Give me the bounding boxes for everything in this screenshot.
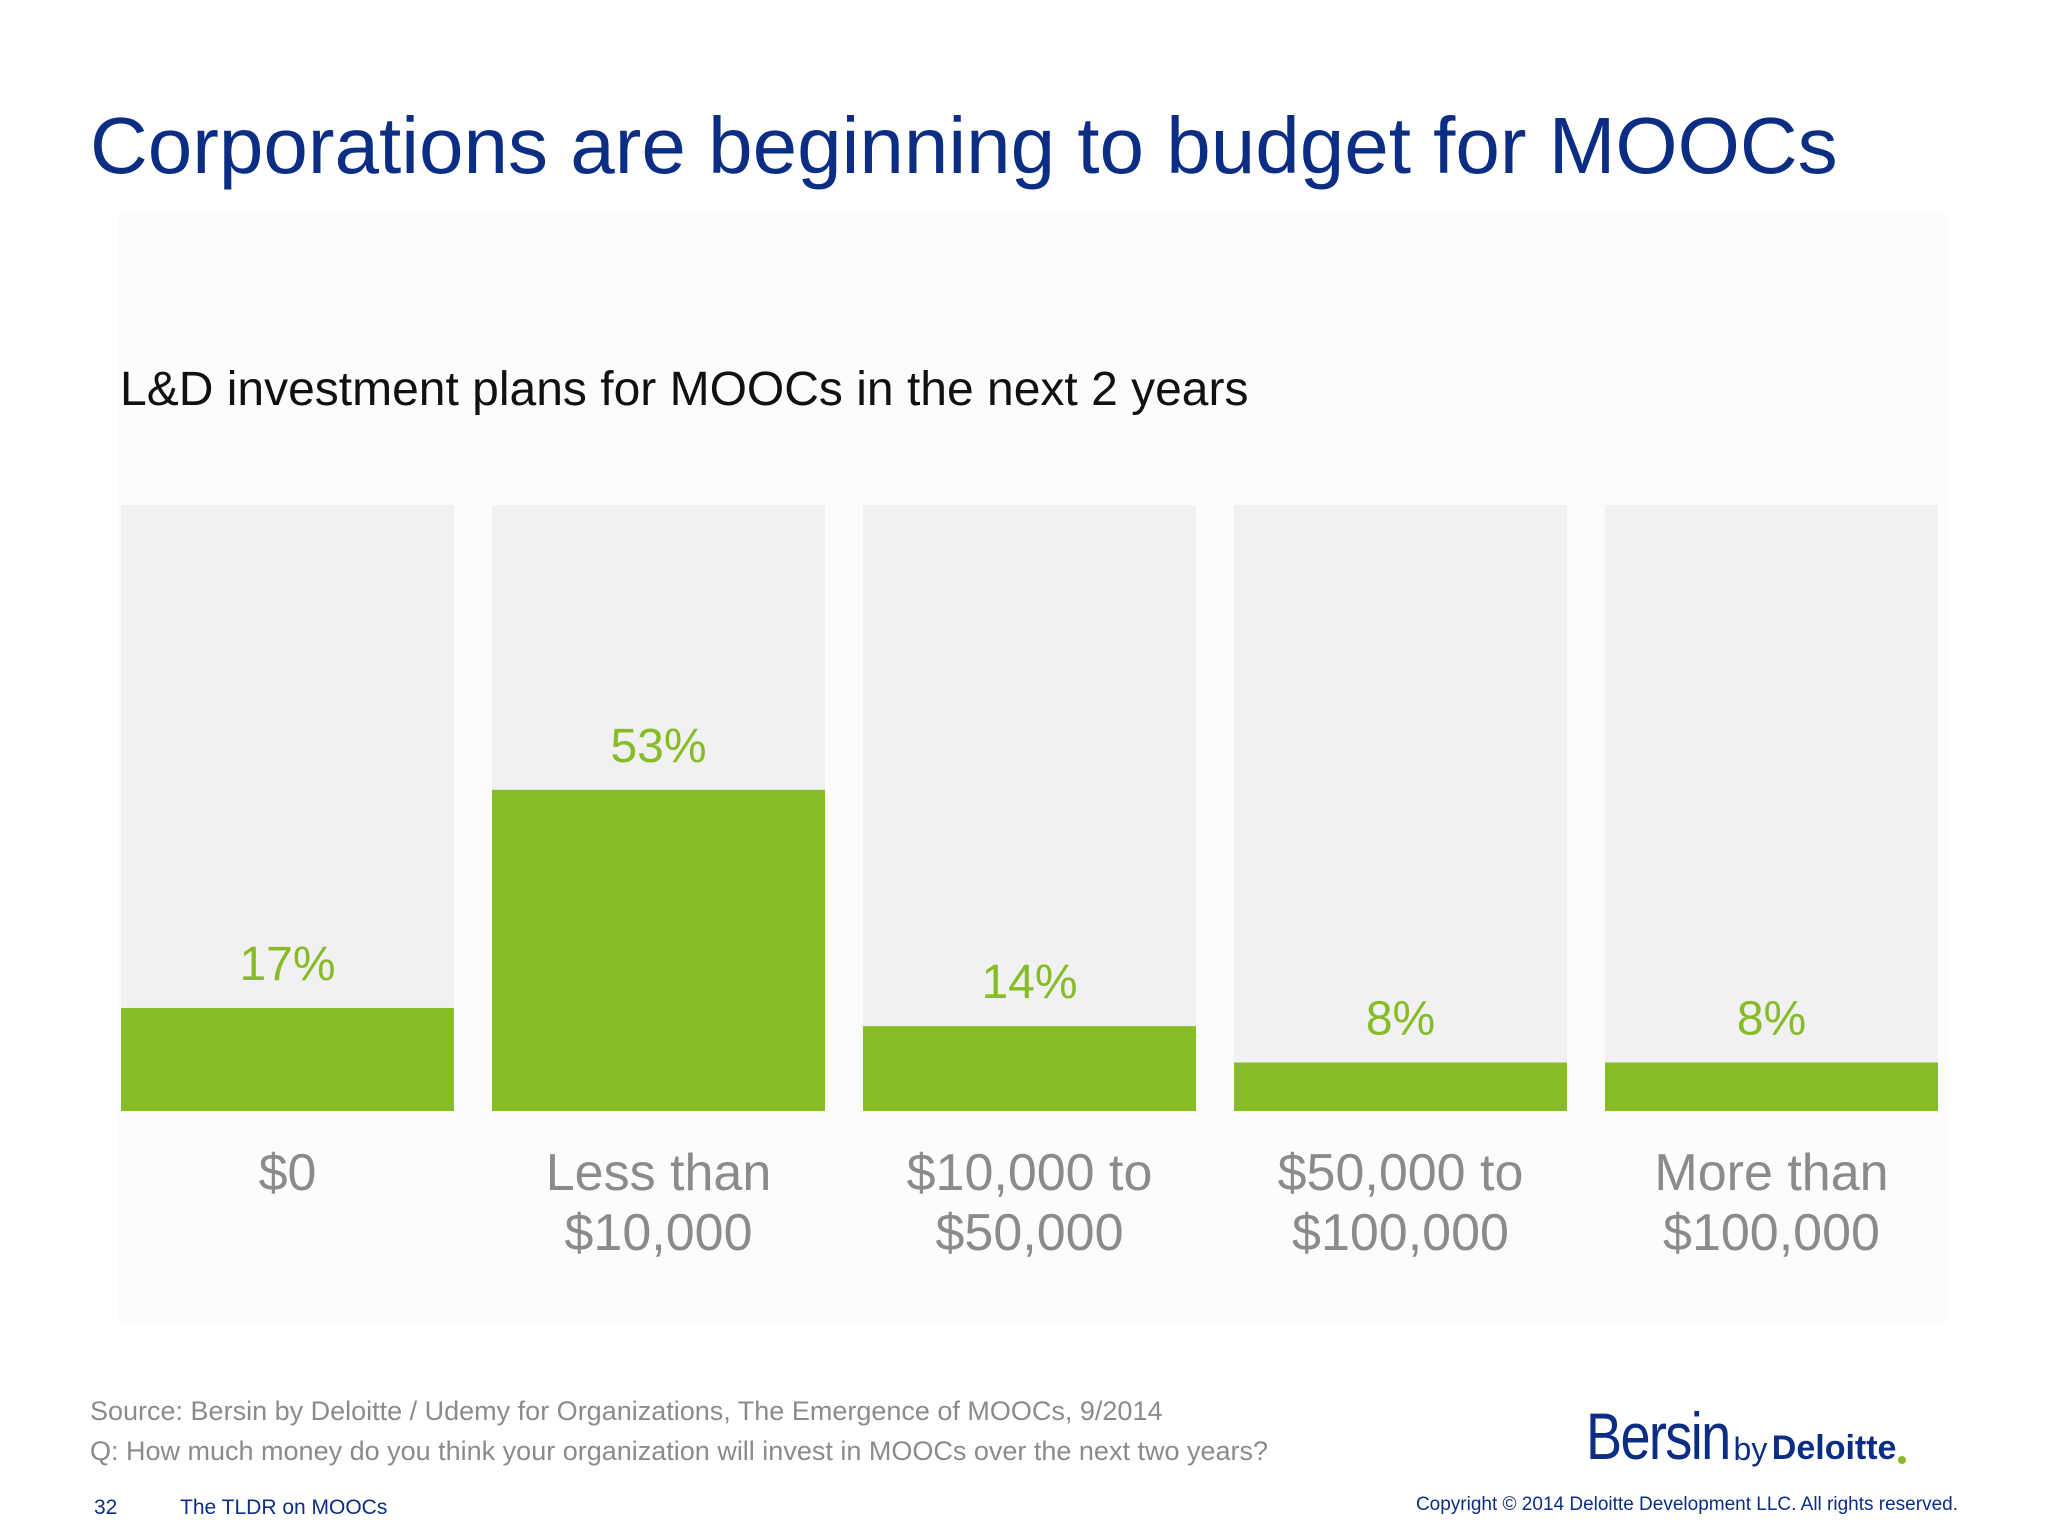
category-label: $100,000 [1663, 1204, 1880, 1262]
source-note: Source: Bersin by Deloitte / Udemy for O… [90, 1396, 1163, 1426]
bar [121, 1007, 454, 1111]
bersin-by-deloitte-logo: Bersin by Deloitte [1586, 1398, 1907, 1473]
logo-bersin-text: Bersin [1586, 1399, 1731, 1473]
bar-track [863, 505, 1196, 1111]
bar [492, 789, 825, 1111]
chart-title: L&D investment plans for MOOCs in the ne… [120, 363, 1249, 416]
category-label: More than [1654, 1144, 1888, 1202]
data-label: 17% [239, 938, 335, 991]
deck-title: The TLDR on MOOCs [180, 1496, 388, 1519]
data-label: 53% [610, 720, 706, 773]
bar [1234, 1062, 1567, 1111]
bar-track [1605, 505, 1938, 1111]
logo-deloitte-text: Deloitte [1771, 1429, 1897, 1467]
page-number: 32 [94, 1496, 118, 1519]
survey-question: Q: How much money do you think your orga… [90, 1436, 1269, 1466]
category-label: $100,000 [1292, 1204, 1509, 1262]
category-label: $10,000 [565, 1204, 753, 1262]
category-label: $50,000 to [1278, 1144, 1524, 1202]
slide-title: Corporations are beginning to budget for… [90, 101, 1838, 190]
copyright-notice: Copyright © 2014 Deloitte Development LL… [1415, 1494, 1958, 1515]
bar-track [1234, 505, 1567, 1111]
category-label: $0 [259, 1144, 317, 1202]
data-label: 14% [981, 956, 1077, 1009]
bar [1605, 1062, 1938, 1111]
data-label: 8% [1366, 993, 1435, 1046]
category-label: Less than [546, 1144, 772, 1202]
bar [863, 1026, 1196, 1111]
data-label: 8% [1737, 993, 1806, 1046]
category-label: $50,000 [936, 1204, 1124, 1262]
logo-dot [1898, 1456, 1907, 1464]
category-label: $10,000 to [907, 1144, 1153, 1202]
logo-by-text: by [1733, 1431, 1768, 1467]
